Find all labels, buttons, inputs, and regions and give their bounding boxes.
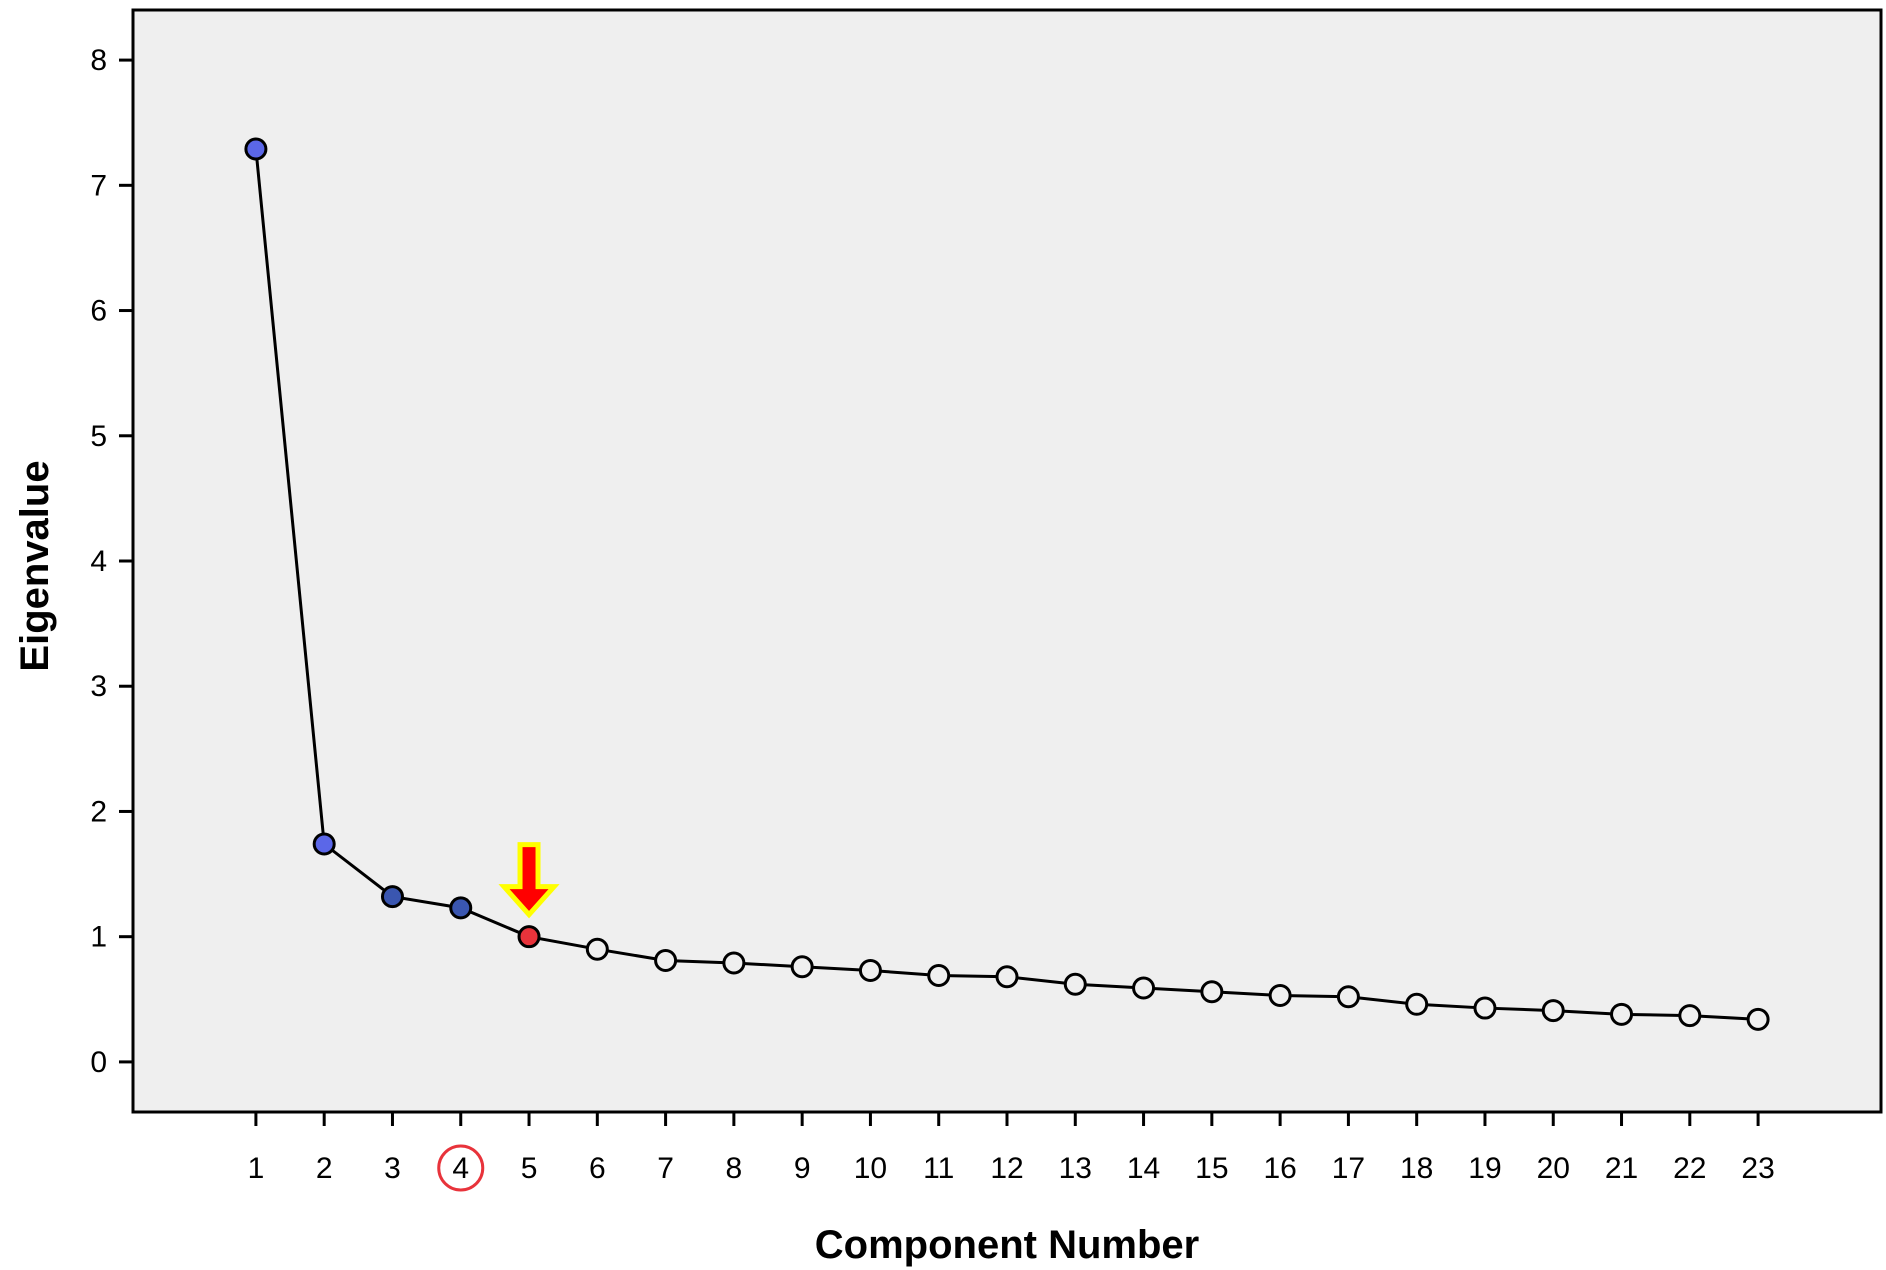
x-tick-label: 3 — [384, 1152, 401, 1185]
y-tick-label: 1 — [90, 921, 107, 954]
data-point — [244, 137, 268, 161]
y-axis: 0 1 2 3 4 5 6 7 8 — [90, 44, 133, 1079]
x-tick-label: 16 — [1263, 1152, 1296, 1185]
data-point — [1541, 999, 1565, 1023]
x-tick-label: 6 — [589, 1152, 606, 1185]
data-point — [449, 896, 473, 920]
y-tick-label: 5 — [90, 420, 107, 453]
y-axis-title: Eigenvalue — [13, 460, 57, 671]
x-axis-title: Component Number — [815, 1223, 1199, 1267]
x-tick-label: 15 — [1195, 1152, 1228, 1185]
y-tick-label: 6 — [90, 295, 107, 328]
x-tick-highlight-circle — [437, 1144, 485, 1192]
data-point — [1405, 992, 1429, 1016]
data-point — [722, 951, 746, 975]
data-point — [1200, 980, 1224, 1004]
data-point — [1610, 1002, 1634, 1026]
data-point — [858, 958, 882, 982]
x-tick-label: 18 — [1400, 1152, 1433, 1185]
x-tick-label: 20 — [1537, 1152, 1570, 1185]
data-point — [1336, 985, 1360, 1009]
data-point — [927, 964, 951, 988]
data-point — [1063, 972, 1087, 996]
x-tick-label: 1 — [248, 1152, 265, 1185]
x-tick-label: 9 — [794, 1152, 811, 1185]
x-tick-label: 12 — [990, 1152, 1023, 1185]
x-tick-label: 7 — [657, 1152, 674, 1185]
x-tick-label: 4 — [452, 1152, 469, 1185]
x-tick-label: 10 — [854, 1152, 887, 1185]
data-point — [1268, 984, 1292, 1008]
x-axis: 1 2 3 4 5 6 7 8 9 10 11 12 13 14 15 16 17 18 19 20 21 22 23 — [248, 1112, 1775, 1192]
x-tick-label: 14 — [1127, 1152, 1160, 1185]
data-point — [1473, 996, 1497, 1020]
y-tick-label: 7 — [90, 169, 107, 202]
x-tick-label: 19 — [1468, 1152, 1501, 1185]
x-tick-label: 17 — [1332, 1152, 1365, 1185]
y-tick-label: 8 — [90, 44, 107, 77]
y-tick-label: 2 — [90, 795, 107, 828]
plot-area — [131, 8, 1883, 1114]
x-tick-label: 8 — [726, 1152, 743, 1185]
data-point — [312, 832, 336, 856]
x-tick-label: 21 — [1605, 1152, 1638, 1185]
y-tick-label: 4 — [90, 545, 107, 578]
x-tick-label: 2 — [316, 1152, 333, 1185]
data-point — [1678, 1004, 1702, 1028]
eigenvalue-series — [244, 137, 1770, 1031]
y-tick-label: 0 — [90, 1046, 107, 1079]
x-tick-label: 5 — [521, 1152, 538, 1185]
data-point — [654, 948, 678, 972]
highlight-arrow-icon — [498, 842, 560, 919]
data-point — [790, 955, 814, 979]
data-point — [995, 965, 1019, 989]
data-point — [517, 925, 541, 949]
y-tick-label: 3 — [90, 670, 107, 703]
annotations — [498, 842, 560, 919]
x-tick-label: 11 — [923, 1152, 954, 1185]
data-point — [1746, 1007, 1770, 1031]
x-tick-label: 13 — [1059, 1152, 1092, 1185]
data-point — [585, 937, 609, 961]
x-tick-label: 22 — [1673, 1152, 1706, 1185]
data-point — [380, 885, 404, 909]
data-point — [1132, 976, 1156, 1000]
x-tick-label: 23 — [1741, 1152, 1774, 1185]
